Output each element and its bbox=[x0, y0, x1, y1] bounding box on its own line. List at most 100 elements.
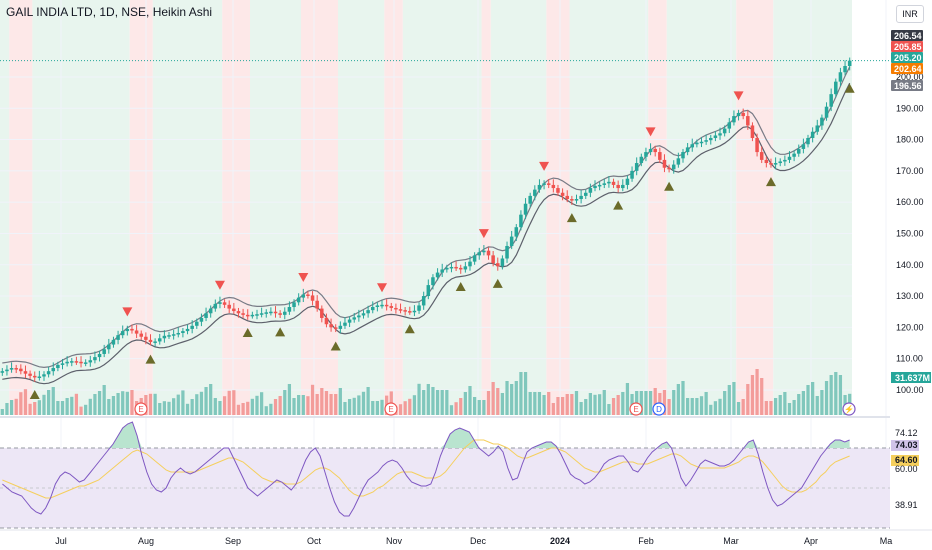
volume-bar bbox=[241, 403, 245, 415]
candle-body bbox=[42, 374, 46, 377]
candle-body bbox=[681, 152, 685, 159]
candle-body bbox=[505, 245, 509, 259]
buy-marker bbox=[844, 83, 855, 93]
volume-bar bbox=[602, 390, 606, 415]
rsi-tick-label: 74.12 bbox=[895, 428, 918, 438]
price-tick-label: 110.00 bbox=[896, 354, 923, 364]
volume-bar bbox=[408, 398, 412, 415]
volume-bar bbox=[449, 405, 454, 415]
candle-body bbox=[421, 296, 426, 306]
volume-bar bbox=[834, 372, 838, 415]
volume-bar bbox=[51, 387, 55, 415]
event-badge-label: E bbox=[633, 405, 638, 414]
trend-region bbox=[9, 0, 33, 415]
price-tick-label: 170.00 bbox=[896, 166, 924, 176]
candle-body bbox=[509, 236, 514, 246]
candle-body bbox=[93, 357, 97, 361]
volume-bar bbox=[815, 396, 819, 415]
volume-bar bbox=[417, 383, 421, 415]
time-axis-label: Mar bbox=[723, 536, 739, 546]
volume-bar bbox=[718, 398, 722, 415]
buy-marker bbox=[664, 181, 675, 191]
candle-body bbox=[408, 311, 412, 313]
volume-bar bbox=[806, 385, 810, 415]
buy-marker bbox=[330, 341, 341, 351]
candle-body bbox=[23, 371, 28, 374]
event-badge bbox=[384, 402, 398, 416]
candle-body bbox=[662, 159, 667, 168]
price-tag bbox=[891, 41, 923, 52]
trend-region bbox=[250, 0, 301, 415]
candle-body bbox=[222, 302, 227, 305]
candle-body bbox=[398, 309, 403, 311]
volume-bar bbox=[704, 392, 708, 415]
candle-body bbox=[14, 368, 18, 370]
volume-bar bbox=[440, 390, 444, 415]
candle-body bbox=[366, 310, 370, 314]
volume-bar bbox=[625, 383, 630, 415]
volume-bar bbox=[176, 394, 180, 415]
candle-body bbox=[764, 159, 769, 164]
candle-body bbox=[500, 258, 505, 267]
candle-body bbox=[97, 353, 102, 358]
candle-body bbox=[361, 313, 366, 316]
volume-bar bbox=[496, 388, 500, 415]
candle-body bbox=[65, 361, 69, 364]
candle-body bbox=[278, 313, 282, 315]
candle-body bbox=[685, 147, 690, 153]
volume-bar bbox=[500, 393, 505, 415]
volume-bar bbox=[736, 402, 741, 415]
candle-body bbox=[621, 184, 625, 189]
volume-bar bbox=[514, 381, 518, 415]
candle-body bbox=[310, 295, 315, 301]
candle-body bbox=[546, 183, 551, 185]
volume-bar bbox=[829, 375, 833, 415]
volume-bar bbox=[547, 392, 551, 415]
volume-bar bbox=[324, 391, 329, 415]
volume-bar bbox=[783, 392, 787, 415]
volume-bar bbox=[297, 395, 301, 415]
candle-body bbox=[190, 325, 194, 329]
volume-bar bbox=[0, 409, 4, 415]
volume-bar bbox=[158, 403, 162, 415]
trend-region bbox=[0, 0, 10, 415]
time-axis-label: Oct bbox=[307, 536, 322, 546]
candle-body bbox=[283, 311, 287, 315]
trend-region bbox=[666, 0, 737, 415]
volume-bar bbox=[42, 394, 46, 415]
candle-body bbox=[783, 159, 787, 162]
candle-body bbox=[838, 72, 843, 82]
candle-body bbox=[218, 302, 222, 304]
rsi-overbought-fill bbox=[2, 422, 850, 448]
volume-bar bbox=[621, 392, 625, 415]
volume-bar bbox=[88, 398, 92, 415]
volume-bar bbox=[329, 394, 333, 415]
candle-body bbox=[111, 339, 116, 345]
candle-body bbox=[542, 183, 546, 185]
candle-body bbox=[255, 314, 259, 316]
candle-body bbox=[815, 125, 820, 132]
currency-button[interactable]: INR bbox=[896, 5, 924, 23]
candle-body bbox=[199, 317, 204, 322]
volume-bar bbox=[172, 398, 176, 415]
volume-bar bbox=[579, 402, 583, 415]
candle-body bbox=[537, 184, 542, 190]
volume-bar bbox=[56, 401, 60, 415]
candle-body bbox=[574, 199, 579, 201]
candle-body bbox=[653, 148, 657, 153]
volume-bar bbox=[195, 394, 199, 415]
volume-bar bbox=[102, 385, 106, 415]
volume-bar bbox=[491, 382, 495, 415]
candle-body bbox=[607, 181, 611, 184]
chart-title: GAIL INDIA LTD, 1D, NSE, Heikin Ashi bbox=[6, 5, 213, 19]
volume-bar bbox=[264, 406, 268, 415]
volume-bar bbox=[593, 394, 597, 415]
trend-region bbox=[402, 0, 482, 415]
volume-bar bbox=[565, 394, 569, 415]
trend-region bbox=[490, 0, 547, 415]
volume-bar bbox=[412, 395, 417, 415]
candle-body bbox=[472, 255, 477, 262]
price-tag bbox=[891, 30, 923, 41]
volume-bar bbox=[375, 401, 380, 415]
